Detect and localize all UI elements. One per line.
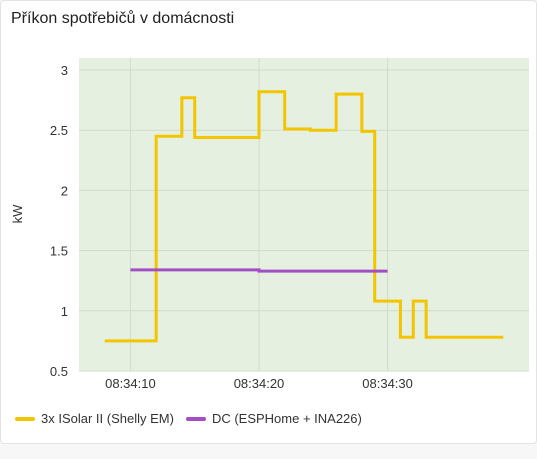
- series-line-2[interactable]: [130, 268, 388, 273]
- series-line-1[interactable]: [104, 90, 504, 343]
- card-title: Příkon spotřebičů v domácnosti: [11, 10, 235, 27]
- grid: [79, 58, 529, 372]
- legend-swatch: [15, 416, 35, 421]
- legend-swatch: [185, 416, 206, 421]
- legend: 3x ISolar II (Shelly EM) DC (ESPHome + IN…: [15, 411, 374, 426]
- y-axis-ticks: 3 2.5 2 1.5 1 0.5: [50, 63, 68, 379]
- plot-area: [79, 58, 529, 371]
- x-tick-label: 08:34:10: [105, 376, 156, 391]
- y-tick-label: 2.5: [50, 123, 68, 138]
- legend-item-2[interactable]: DC (ESPHome + INA226): [185, 411, 362, 426]
- y-tick-label: 1.5: [50, 244, 68, 259]
- legend-label: 3x ISolar II (Shelly EM): [41, 411, 174, 426]
- y-tick-label: 3: [61, 63, 68, 78]
- legend-item-1[interactable]: 3x ISolar II (Shelly EM): [15, 411, 174, 426]
- legend-label: DC (ESPHome + INA226): [211, 411, 362, 426]
- x-tick-label: 08:34:20: [234, 376, 285, 391]
- y-axis-label: kW: [10, 204, 25, 224]
- y-tick-label: 2: [61, 183, 68, 198]
- y-tick-label: 0.5: [50, 364, 68, 379]
- power-chart[interactable]: 3 2.5 2 1.5 1 0.5 08:34:10 08:34:20 08:34:30 kW: [0, 0, 537, 400]
- series-group: [104, 90, 504, 343]
- x-tick-label: 08:34:30: [362, 376, 413, 391]
- y-tick-label: 1: [61, 304, 68, 319]
- x-axis-ticks: 08:34:10 08:34:20 08:34:30: [105, 376, 413, 391]
